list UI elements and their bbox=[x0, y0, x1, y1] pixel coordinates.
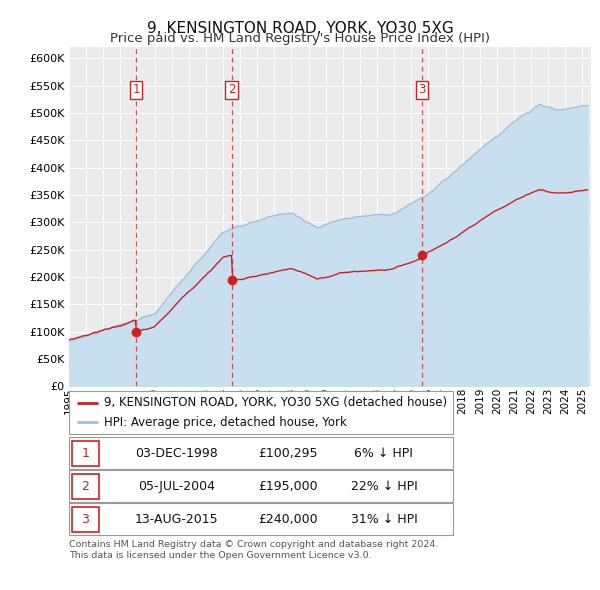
Text: 6% ↓ HPI: 6% ↓ HPI bbox=[355, 447, 413, 460]
Text: 1: 1 bbox=[133, 83, 140, 96]
Text: 9, KENSINGTON ROAD, YORK, YO30 5XG (detached house): 9, KENSINGTON ROAD, YORK, YO30 5XG (deta… bbox=[104, 396, 446, 409]
Text: 9, KENSINGTON ROAD, YORK, YO30 5XG: 9, KENSINGTON ROAD, YORK, YO30 5XG bbox=[146, 21, 454, 35]
Text: 3: 3 bbox=[82, 513, 89, 526]
Text: 31% ↓ HPI: 31% ↓ HPI bbox=[350, 513, 417, 526]
Text: Contains HM Land Registry data © Crown copyright and database right 2024.
This d: Contains HM Land Registry data © Crown c… bbox=[69, 540, 439, 560]
Text: £240,000: £240,000 bbox=[258, 513, 317, 526]
Text: 2: 2 bbox=[228, 83, 235, 96]
Bar bbox=[72, 441, 99, 466]
Text: 1: 1 bbox=[82, 447, 89, 460]
Text: HPI: Average price, detached house, York: HPI: Average price, detached house, York bbox=[104, 416, 346, 429]
Text: £195,000: £195,000 bbox=[258, 480, 317, 493]
Text: 2: 2 bbox=[82, 480, 89, 493]
Text: 13-AUG-2015: 13-AUG-2015 bbox=[135, 513, 218, 526]
Bar bbox=[72, 474, 99, 499]
Text: 05-JUL-2004: 05-JUL-2004 bbox=[138, 480, 215, 493]
Bar bbox=[72, 507, 99, 532]
Text: 03-DEC-1998: 03-DEC-1998 bbox=[135, 447, 218, 460]
Text: 3: 3 bbox=[418, 83, 425, 96]
Text: Price paid vs. HM Land Registry's House Price Index (HPI): Price paid vs. HM Land Registry's House … bbox=[110, 32, 490, 45]
Text: £100,295: £100,295 bbox=[258, 447, 317, 460]
Text: 22% ↓ HPI: 22% ↓ HPI bbox=[350, 480, 417, 493]
